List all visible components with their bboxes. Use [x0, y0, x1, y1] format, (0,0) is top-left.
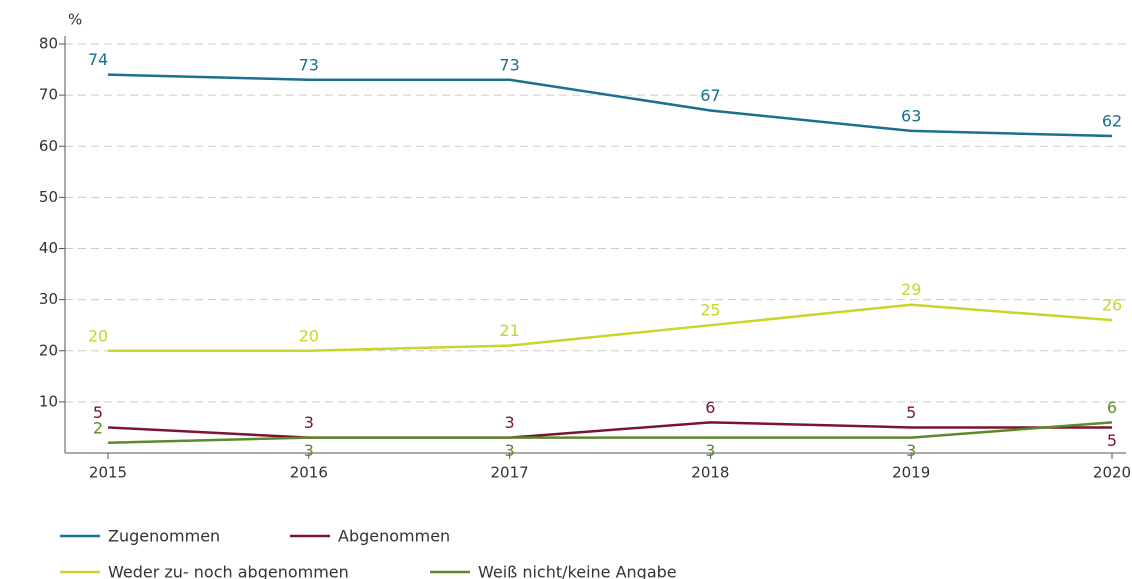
data-label: 25 [700, 301, 720, 320]
data-label: 67 [700, 86, 720, 105]
x-tick-label: 2020 [1093, 464, 1131, 482]
data-label: 21 [499, 321, 519, 340]
data-label: 73 [299, 55, 319, 74]
legend-label: Abgenommen [338, 527, 450, 546]
data-label: 2 [93, 418, 103, 437]
data-label: 6 [705, 398, 715, 417]
y-unit: % [68, 11, 82, 29]
data-label: 62 [1102, 112, 1122, 131]
data-label: 3 [906, 441, 916, 460]
data-label: 74 [88, 50, 108, 69]
data-label: 5 [906, 403, 916, 422]
legend-label: Weiß nicht/keine Angabe [478, 563, 677, 579]
x-tick-label: 2017 [491, 464, 529, 482]
y-tick-label: 40 [39, 239, 58, 257]
series-line [107, 421, 1113, 445]
y-tick-label: 80 [39, 35, 58, 53]
y-tick-label: 20 [39, 341, 58, 359]
data-label: 5 [93, 403, 103, 422]
y-tick-label: 60 [39, 137, 58, 155]
x-tick-label: 2016 [290, 464, 328, 482]
series-line [107, 421, 1112, 439]
x-tick-label: 2015 [89, 464, 127, 482]
y-tick-label: 10 [39, 392, 58, 410]
legend-label: Weder zu- noch abgenommen [108, 563, 349, 579]
data-label: 6 [1107, 398, 1117, 417]
data-label: 3 [304, 441, 314, 460]
data-label: 26 [1102, 296, 1122, 315]
y-tick-label: 70 [39, 86, 58, 104]
data-label: 3 [304, 413, 314, 432]
data-label: 3 [505, 413, 515, 432]
data-label: 63 [901, 106, 921, 125]
series-line [108, 303, 1113, 352]
data-label: 3 [505, 441, 515, 460]
data-label: 20 [88, 326, 108, 345]
y-tick-label: 50 [39, 188, 58, 206]
x-tick-label: 2019 [892, 464, 930, 482]
data-label: 73 [499, 55, 519, 74]
x-tick-label: 2018 [691, 464, 729, 482]
legend-label: Zugenommen [108, 527, 220, 546]
data-label: 5 [1107, 431, 1117, 450]
data-label: 29 [901, 280, 921, 299]
y-tick-label: 30 [39, 290, 58, 308]
data-label: 3 [705, 441, 715, 460]
data-label: 20 [299, 326, 319, 345]
series-line [107, 73, 1113, 138]
